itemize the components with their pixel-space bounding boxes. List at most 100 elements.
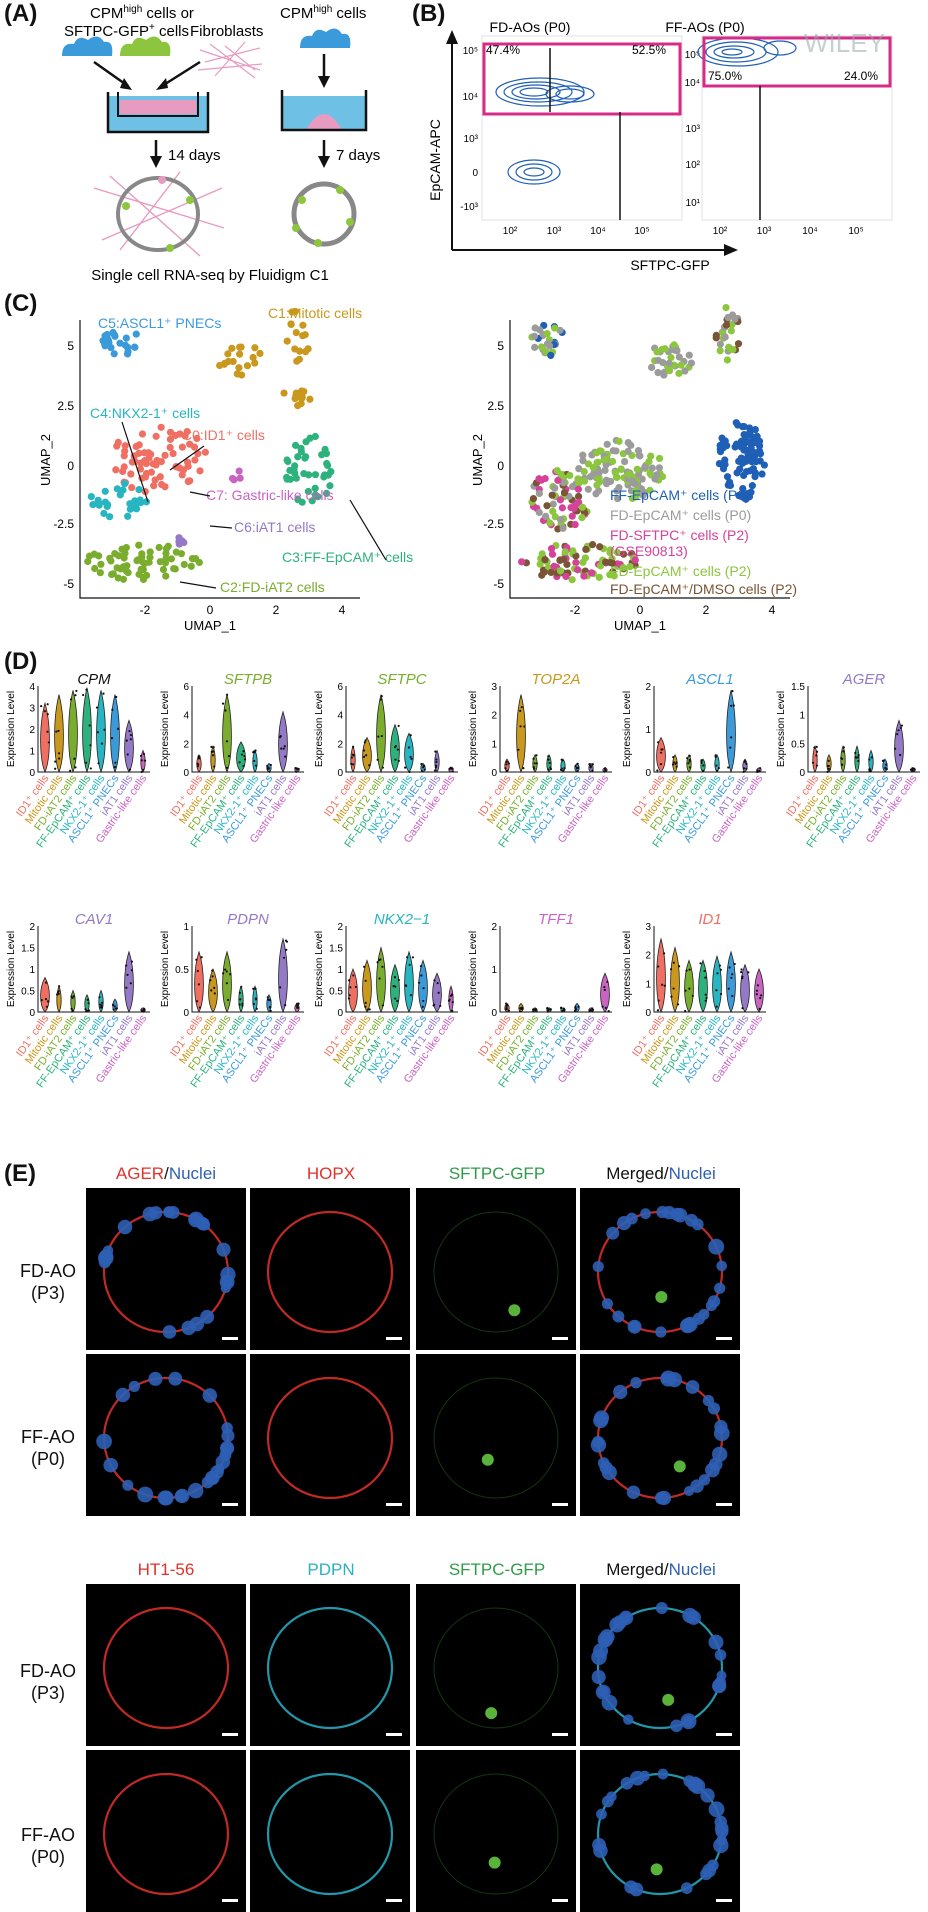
umap-point <box>323 459 331 468</box>
e1-row-label-ff: FF-AO (P0) <box>21 1427 75 1469</box>
umap-point <box>568 576 576 584</box>
umap-point <box>290 466 298 474</box>
umap-point <box>723 473 732 481</box>
umap-point <box>321 471 329 479</box>
umap-point <box>235 364 243 372</box>
umap-point <box>321 445 329 454</box>
umap-point <box>85 552 94 560</box>
scale-bar <box>386 1503 402 1506</box>
umap-point <box>292 328 300 337</box>
svg-text:2: 2 <box>703 603 710 617</box>
umap-point <box>737 454 745 462</box>
umap-point <box>100 509 108 518</box>
violin-tick: 0.5 <box>21 987 35 998</box>
umap-point <box>95 501 103 509</box>
well-right-icon <box>280 90 368 132</box>
umap-point <box>171 565 179 573</box>
violin-tick: 1 <box>645 725 651 736</box>
umap-point <box>537 343 546 351</box>
umap-point <box>638 475 646 483</box>
umap-point <box>726 481 735 490</box>
umap-point <box>221 359 229 367</box>
svg-text:0: 0 <box>497 459 504 473</box>
violin-shape <box>194 950 204 1013</box>
umap-point <box>721 333 729 341</box>
umap-point <box>568 512 576 520</box>
e1-header-0: AGER/Nuclei <box>115 1164 217 1183</box>
violin-ylabel: Expression Level <box>468 931 479 1007</box>
svg-text:10²: 10² <box>686 160 701 171</box>
e2-header-3: Merged/Nuclei <box>606 1560 716 1579</box>
legend-fd-epcam-p2: FD-EpCAM⁺ cells (P2) <box>610 563 751 579</box>
umap-point <box>725 343 733 351</box>
scale-bar <box>222 1899 238 1902</box>
violin-ylabel: Expression Level <box>622 691 633 767</box>
violin-tick: 4 <box>29 682 35 693</box>
panel-label-d: (D) <box>4 648 38 675</box>
svg-text:10⁵: 10⁵ <box>848 226 863 237</box>
violin-ylabel: Expression Level <box>314 931 325 1007</box>
umap-point <box>531 343 539 351</box>
panel-a-schematic: CPMhigh cells or SFTPC-GFP+ cells Fibrob… <box>62 4 380 284</box>
umap-point <box>314 493 322 501</box>
umap-point <box>615 437 623 445</box>
violin-shape <box>432 972 442 1013</box>
umap-point <box>646 486 654 494</box>
violin-tick: 1 <box>29 747 35 758</box>
umap-point <box>132 330 140 338</box>
micro-image-r2-c3 <box>580 1584 740 1746</box>
violin-shape <box>110 694 120 774</box>
violin-shape <box>96 690 106 774</box>
plot2-pct-right: 24.0% <box>844 69 878 83</box>
umap-point <box>740 422 748 431</box>
umap-point <box>236 343 244 351</box>
svg-text:0: 0 <box>207 603 214 617</box>
umap-point <box>549 500 557 508</box>
violin-tick: 0 <box>491 768 497 779</box>
umap-point <box>582 545 590 554</box>
umap-point <box>243 362 252 370</box>
umap-point <box>723 356 731 364</box>
umap-point <box>602 461 610 469</box>
violin-tick: 0.5 <box>329 987 343 998</box>
e2-row-label-fd: FD-AO (P3) <box>20 1661 76 1703</box>
umap-point <box>530 332 539 340</box>
umap-right-points <box>518 304 768 584</box>
umap-point <box>161 451 169 459</box>
umap-point <box>557 470 565 479</box>
umap-point <box>91 564 99 573</box>
umap-point <box>138 558 147 566</box>
svg-text:10⁴: 10⁴ <box>590 226 605 237</box>
umap-point <box>559 524 567 532</box>
umap-point <box>724 313 732 322</box>
umap-point <box>681 367 689 375</box>
umap-point <box>589 464 597 472</box>
cluster-label-c5: C5:ASCL1⁺ PNECs <box>98 315 221 331</box>
umap-point <box>574 485 583 493</box>
legend-ff-epcam-p0: FF-EpCAM⁺ cells (P0) <box>610 487 750 503</box>
svg-text:10³: 10³ <box>547 226 562 237</box>
umap-point <box>117 565 125 573</box>
svg-text:-2.5: -2.5 <box>483 517 504 531</box>
micro-image-r1-c0 <box>86 1354 246 1516</box>
e1-header-2: SFTPC-GFP <box>448 1164 546 1183</box>
svg-text:10⁵: 10⁵ <box>463 46 478 57</box>
umap-point <box>734 421 742 429</box>
umap-point <box>620 457 629 466</box>
umap-point <box>142 498 151 506</box>
umap-point <box>571 520 579 529</box>
fibroblasts-icon <box>197 41 263 79</box>
umap-point <box>658 345 666 354</box>
umap-point <box>535 489 544 498</box>
violin-shape <box>656 736 666 773</box>
umap-point <box>109 328 117 337</box>
umap-point <box>162 545 171 553</box>
panel-b-flow: FD-AOs (P0) FF-AOs (P0) EpCAM-APC SFTPC-… <box>427 19 893 273</box>
violin-tick: 3 <box>645 922 651 933</box>
umap-point <box>96 569 104 577</box>
plot2-gate <box>702 36 892 88</box>
umap-point <box>171 431 180 440</box>
